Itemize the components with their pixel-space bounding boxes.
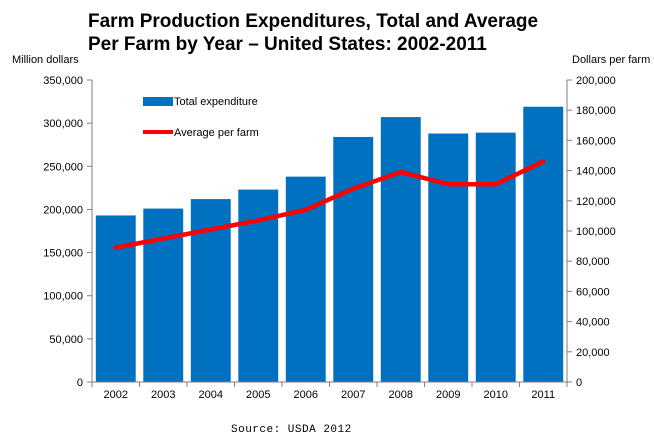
y-axis-title: Million dollars [12,54,79,66]
x-tick-label: 2011 [531,389,555,401]
y2-tick-label: 20,000 [576,347,610,359]
x-tick-label: 2010 [484,389,508,401]
bar-2007 [333,136,374,382]
chart-title-line-1: Farm Production Expenditures, Total and … [88,11,539,32]
y-tick-label: 200,000 [43,204,83,216]
y2-tick-label: 180,000 [576,105,616,117]
y2-tick-label: 100,000 [576,226,616,238]
y2-tick-label: 40,000 [576,317,610,329]
y2-axis-title: Dollars per farm [572,54,651,66]
legend-label-total-expenditure: Total expenditure [174,96,258,108]
chart-title-line-2: Per Farm by Year – United States: 2002-2… [88,34,487,55]
y-tick-label: 150,000 [43,248,83,260]
y-tick-label: 350,000 [43,75,83,87]
x-tick-label: 2004 [199,389,223,401]
line-series-average-per-farm [113,159,546,250]
legend-swatch-bar [143,97,173,106]
x-tick-label: 2003 [151,389,175,401]
chart-legend: Total expenditure Average per farm [143,96,259,139]
legend-label-average-per-farm: Average per farm [174,127,259,139]
y-tick-label: 0 [77,377,83,389]
x-tick-label: 2009 [436,389,460,401]
bar-2010 [475,132,516,382]
y-tick-label: 50,000 [49,334,83,346]
y2-tick-label: 200,000 [576,75,616,87]
y2-tick-label: 140,000 [576,166,616,178]
x-tick-label: 2005 [246,389,270,401]
x-tick-label: 2002 [104,389,128,401]
line-path [113,159,546,250]
chart-title: Farm Production Expenditures, Total and … [88,10,568,56]
y2-tick-label: 160,000 [576,135,616,147]
bar-series-total-expenditure [95,106,564,383]
x-tick-label: 2006 [294,389,318,401]
bar-2011 [523,106,564,383]
bar-2002 [95,215,136,382]
bar-2009 [428,133,469,382]
x-tick-label: 2008 [389,389,413,401]
y2-tick-label: 60,000 [576,286,610,298]
source-note: Source: USDA 2012 [231,424,352,436]
bar-2008 [380,117,421,383]
y-tick-label: 250,000 [43,161,83,173]
y-tick-label: 300,000 [43,118,83,130]
y2-tick-label: 0 [576,377,582,389]
y-tick-label: 100,000 [43,291,83,303]
y2-tick-label: 120,000 [576,196,616,208]
x-tick-label: 2007 [341,389,365,401]
chart-axes: 0 50,000 100,000 150,000 200,000 250,000 300,0… [43,75,616,401]
y2-tick-label: 80,000 [576,256,610,268]
